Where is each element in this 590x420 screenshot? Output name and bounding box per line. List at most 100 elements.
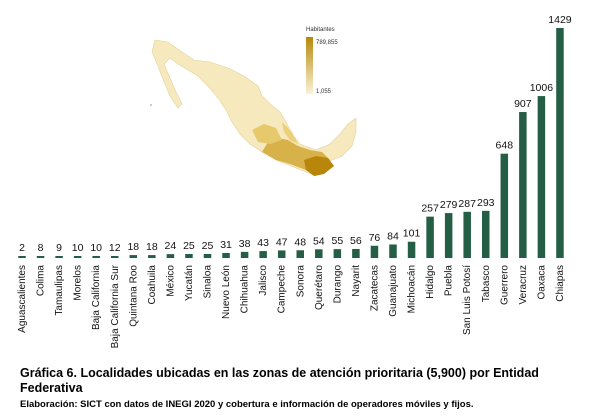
mexico-map: [150, 39, 357, 177]
value-label: 287: [458, 198, 476, 210]
category-label: Hidalgo: [425, 265, 436, 299]
map-legend-min-label: 1,055: [316, 89, 332, 95]
category-label: Durango: [332, 265, 343, 304]
bar-morelos: [73, 256, 82, 258]
category-label: Zacatecas: [369, 265, 380, 311]
bar-yucat-n: [185, 253, 193, 258]
value-label: 907: [514, 98, 532, 110]
value-label: 648: [496, 140, 514, 152]
value-label: 43: [257, 237, 269, 249]
bar-oaxaca: [537, 96, 546, 258]
value-label: 2: [19, 242, 25, 254]
value-label: 279: [440, 199, 458, 211]
category-label: Puebla: [444, 265, 455, 297]
chart-title: Gráfica 6. Localidades ubicadas en las z…: [20, 366, 539, 395]
value-label: 76: [369, 232, 381, 244]
value-label: 9: [56, 242, 62, 254]
bar-nayarit: [352, 248, 360, 258]
bar-baja-california: [92, 256, 100, 258]
map-legend-title: Habitantes: [306, 27, 335, 33]
bar-chihuahua: [240, 251, 249, 258]
map-legend-bar: [306, 37, 313, 94]
bar-quer-taro: [315, 249, 323, 258]
category-label: Quintana Roo: [128, 265, 139, 327]
bars-group: [18, 28, 564, 259]
category-label: Jalisco: [258, 265, 269, 296]
mexico-map-outline: [151, 39, 357, 177]
bar-nuevo-le-n: [222, 253, 230, 258]
bar-durango: [333, 249, 342, 258]
mexico-map-chiapas-region: [304, 156, 334, 176]
bar-guerrero: [500, 153, 509, 258]
bar-baja-california-sur: [111, 256, 119, 258]
category-label: Aguascalientes: [17, 265, 28, 333]
bar-campeche: [277, 250, 286, 258]
value-label: 293: [477, 197, 495, 209]
mexico-map-point: [150, 104, 152, 106]
value-label: 8: [38, 242, 44, 254]
map-legend-max-label: 789,855: [316, 40, 338, 46]
value-label: 38: [239, 238, 251, 250]
value-label: 48: [294, 236, 306, 248]
value-label: 1429: [548, 14, 572, 26]
mexico-map-central-region: [252, 124, 282, 144]
bar-aguascalientes: [18, 256, 26, 258]
value-labels-group: 2 8 9 10 10 12 18 18 24 25 25 31 38 43 47 48 54 55 56 76 84 1…: [19, 14, 572, 254]
category-label: Campeche: [277, 265, 288, 314]
value-label: 1006: [530, 82, 554, 94]
value-label: 24: [165, 240, 177, 252]
bar-coahuila: [148, 255, 156, 258]
bar-michoac-n: [407, 241, 416, 258]
bar-jalisco: [259, 251, 267, 258]
bar-guanajuato: [389, 244, 397, 258]
bar-chiapas: [556, 28, 564, 258]
category-label: México: [165, 265, 176, 297]
category-label: Baja California Sur: [110, 264, 121, 348]
value-label: 84: [387, 230, 399, 242]
value-label: 10: [72, 242, 84, 254]
category-label: San Luis Potosí: [462, 265, 473, 335]
category-label: Chiapas: [555, 265, 566, 302]
category-label: Veracruz: [518, 265, 529, 304]
chart-source: Elaboración: SICT con datos de INEGI 202…: [20, 399, 474, 410]
value-label: 25: [202, 240, 214, 252]
category-label: Tamaulipas: [54, 265, 65, 316]
category-label: Tabasco: [481, 265, 492, 303]
category-label: Querétaro: [314, 265, 325, 310]
value-label: 18: [146, 241, 158, 253]
category-label: Sinaloa: [203, 265, 214, 299]
value-label: 31: [220, 239, 232, 251]
category-label: Baja California: [91, 265, 102, 330]
category-label: Michoacán: [407, 265, 418, 313]
value-label: 257: [421, 203, 439, 215]
bar-zacatecas: [370, 245, 379, 258]
bar-sinaloa: [203, 253, 212, 258]
bar-sonora: [296, 250, 304, 258]
bar-san-luis-potos-: [463, 211, 471, 258]
value-label: 54: [313, 235, 325, 247]
bar-quintana-roo: [129, 255, 138, 258]
bar-m-xico: [166, 254, 175, 258]
bar-hidalgo: [426, 216, 434, 258]
category-label: Nuevo León: [221, 265, 232, 319]
value-label: 101: [403, 228, 421, 240]
bar-puebla: [444, 213, 453, 258]
category-label: Chihuahua: [240, 265, 251, 314]
value-label: 25: [183, 240, 195, 252]
value-label: 55: [332, 235, 344, 247]
category-label: Coahuila: [147, 265, 158, 305]
category-label: Guanajuato: [388, 265, 399, 317]
value-label: 18: [127, 241, 139, 253]
category-labels-group: Aguascalientes Colima Tamaulipas Morelos Baj…: [17, 264, 566, 348]
category-label: Guerrero: [499, 265, 510, 305]
category-label: Colima: [36, 265, 47, 297]
bar-tamaulipas: [55, 256, 63, 258]
value-label: 10: [90, 242, 102, 254]
bar-veracruz: [519, 112, 527, 259]
bar-colima: [36, 256, 45, 258]
value-label: 56: [350, 235, 362, 247]
category-label: Yucatán: [184, 265, 195, 301]
value-label: 12: [109, 242, 121, 254]
bar-tabasco: [482, 210, 490, 258]
category-label: Sonora: [295, 265, 306, 298]
